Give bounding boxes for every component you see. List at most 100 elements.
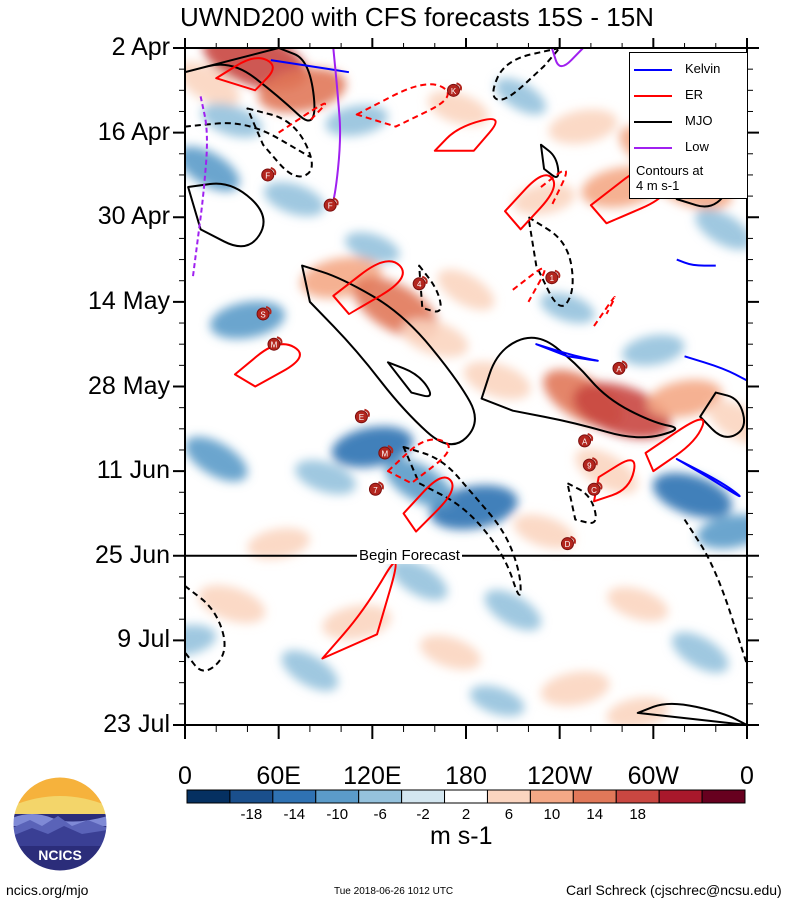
y-tick-label: 16 Apr (97, 117, 170, 146)
forecast-label: Begin Forecast (357, 547, 462, 564)
contour-er-positive (593, 459, 636, 503)
storm-symbol (612, 361, 626, 375)
legend-label-mjo: MJO (685, 113, 713, 128)
chart-title: UWND200 with CFS forecasts 15S - 15N (180, 2, 654, 32)
storm-arm (587, 432, 594, 442)
contour-mjo-negative (527, 216, 574, 307)
anomaly-blob (695, 208, 747, 250)
colorbar-tick-label: -6 (373, 806, 387, 823)
anomaly-blob (258, 68, 346, 113)
footer-url: ncics.org/mjo (6, 882, 89, 898)
x-tick-label: 60E (256, 762, 301, 790)
storm-arm (265, 306, 272, 315)
storm-marker: A (578, 432, 594, 448)
y-tick-label: 2 Apr (111, 33, 170, 61)
anomaly-blob (513, 514, 575, 549)
colorbar-tick-label: 14 (586, 806, 604, 823)
colorbar-units: m s-1 (430, 822, 493, 850)
contour-mjo-positive (699, 391, 746, 438)
storm-symbol (354, 410, 368, 424)
contour-mjo-positive (539, 143, 560, 178)
storm-label: D (565, 540, 571, 549)
contour-kelvin-positive (676, 258, 716, 267)
contour-er-negative (278, 102, 327, 134)
storm-arm (378, 481, 384, 490)
storm-label: M (381, 449, 388, 458)
storm-arm (456, 82, 463, 91)
legend-swatch-kelvin (634, 69, 672, 71)
contour-mjo-positive (185, 48, 316, 122)
storm-label: M (271, 341, 278, 350)
legend-label-low: Low (685, 139, 709, 154)
anomaly-blob (696, 514, 747, 549)
y-tick-label: 30 Apr (97, 202, 170, 231)
contour-mjo-negative (185, 122, 311, 158)
contour-kelvin-positive (270, 59, 350, 74)
storm-label: C (591, 486, 597, 495)
storm-arm (621, 360, 628, 369)
storm-marker: S (256, 306, 272, 321)
storm-marker: 1 (545, 269, 561, 285)
y-tick-label: 14 May (88, 286, 170, 315)
contour-mjo-negative (185, 584, 226, 672)
storm-label: S (260, 310, 265, 319)
anomaly-blob (331, 426, 414, 468)
legend-swatch-low (634, 147, 672, 149)
storm-arm (554, 269, 561, 279)
storm-marker: K (447, 82, 463, 97)
anomaly-blob (185, 146, 240, 192)
anomaly-blob (622, 334, 685, 366)
storm-label: 4 (417, 280, 422, 289)
anomaly-blob (652, 472, 733, 518)
contour-er-positive (332, 260, 404, 315)
storm-symbol (267, 337, 281, 351)
footer-author: Carl Schreck (cjschrec@ncsu.edu) (566, 882, 782, 898)
storm-symbol (368, 482, 382, 496)
storm-symbol (447, 83, 461, 97)
storm-symbol (560, 537, 574, 551)
storm-arm (596, 481, 603, 490)
contour-kelvin-positive (684, 355, 747, 382)
y-tick-label: 11 Jun (96, 456, 170, 485)
contour-mjo-negative (492, 48, 561, 101)
anomaly-blob (385, 458, 454, 508)
y-tick-label: 25 Jun (94, 540, 170, 569)
anomaly-blob (671, 632, 729, 673)
footer-timestamp: Tue 2018-06-26 1012 UTC (334, 886, 454, 897)
storm-marker: E (354, 408, 370, 424)
contour-er-negative (540, 169, 567, 206)
contour-er-positive (233, 343, 301, 388)
colorbar-swatch (358, 789, 403, 804)
contour-mjo-negative (246, 107, 313, 178)
storm-label: 9 (587, 462, 592, 471)
anomaly-blob (263, 181, 325, 217)
anomaly-blob (607, 586, 669, 622)
contour-kelvin-positive (675, 458, 741, 498)
storm-arm (332, 197, 339, 206)
storm-marker: A (612, 360, 628, 375)
anomaly-blob (512, 183, 576, 215)
x-tick-label: 0 (740, 762, 754, 790)
contour-mjo-negative (683, 518, 747, 665)
anomaly-blob (322, 604, 392, 640)
x-tick-label: 120E (343, 762, 402, 790)
storm-symbol (412, 277, 426, 291)
storm-arm (591, 457, 598, 466)
colorbar-tick-label: 6 (504, 806, 514, 823)
storm-arm (270, 166, 277, 176)
anomaly-blob (647, 379, 723, 418)
y-tick-label: 9 Jul (117, 625, 170, 654)
anomaly-blob (185, 436, 248, 482)
legend-note-line2: 4 m s-1 (636, 178, 680, 193)
legend-swatch-mjo (634, 121, 672, 123)
anomaly-blob (469, 685, 525, 717)
contour-er-positive (321, 562, 397, 660)
contour-kelvin-positive (535, 343, 599, 362)
colorbar-tick-label: -18 (240, 806, 263, 823)
storm-label: F (265, 171, 270, 180)
anomaly-blob (325, 104, 388, 137)
anomaly-blob (707, 400, 747, 446)
x-tick-label: 180 (445, 762, 487, 790)
contour-mjo-positive (636, 702, 747, 725)
anomaly-blob (463, 361, 531, 400)
